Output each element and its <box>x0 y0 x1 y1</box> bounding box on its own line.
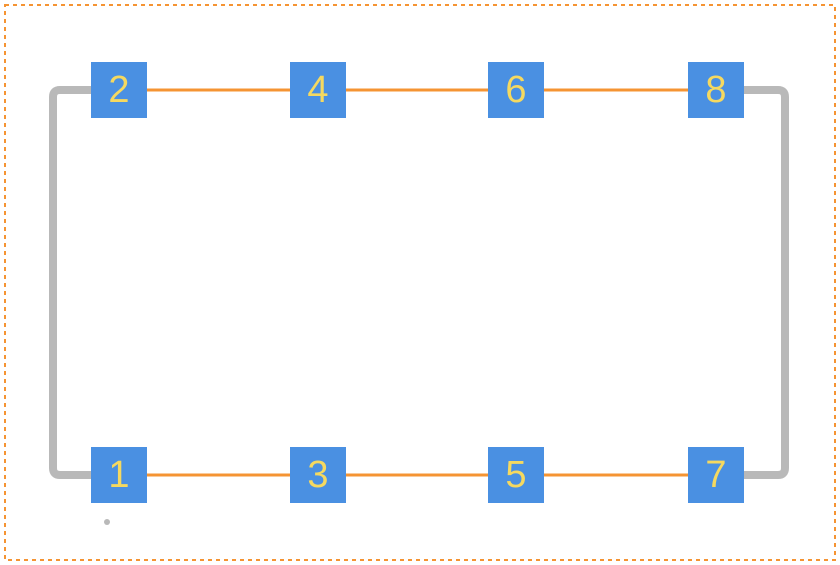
pad-label-1: 1 <box>108 454 129 496</box>
pad-label-4: 4 <box>307 69 328 111</box>
pad-2 <box>91 62 147 118</box>
pad-5 <box>488 447 544 503</box>
pin1-marker <box>104 519 110 525</box>
pad-7 <box>688 447 744 503</box>
footprint-diagram: 1 2 3 4 5 6 7 8 <box>0 0 840 565</box>
pad-3 <box>290 447 346 503</box>
pad-label-5: 5 <box>505 454 526 496</box>
outer-border <box>5 5 835 560</box>
silkscreen-outline-2 <box>744 90 785 475</box>
pad-6 <box>488 62 544 118</box>
pad-label-3: 3 <box>307 454 328 496</box>
pad-4 <box>290 62 346 118</box>
pad-label-7: 7 <box>705 454 726 496</box>
pad-label-2: 2 <box>108 69 129 111</box>
silkscreen-outline-1 <box>53 90 91 475</box>
pad-label-6: 6 <box>505 69 526 111</box>
pad-8 <box>688 62 744 118</box>
pad-label-8: 8 <box>705 69 726 111</box>
pad-1 <box>91 447 147 503</box>
